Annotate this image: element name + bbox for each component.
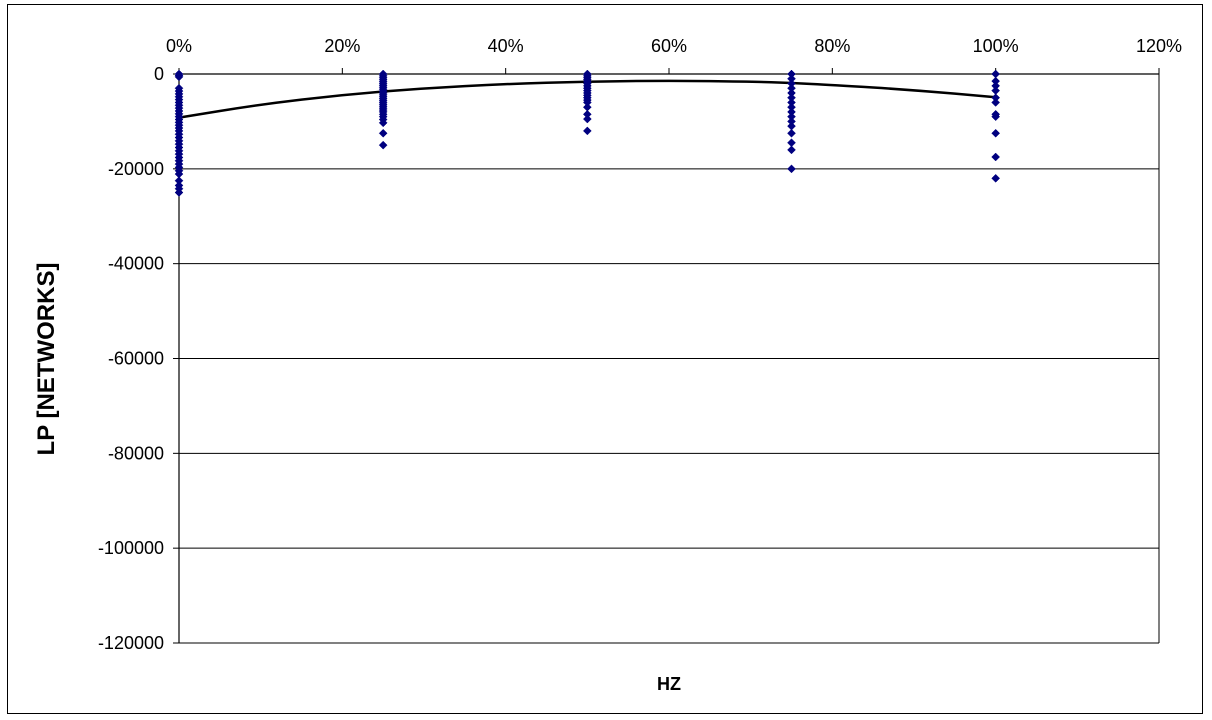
- data-point: [991, 152, 1001, 162]
- y-tick-label: -60000: [108, 349, 164, 369]
- data-point: [991, 112, 1001, 122]
- x-tick-label: 20%: [324, 36, 360, 56]
- y-axis-ticks: 0 -20000 -40000 -60000 -80000 -100000 -120000: [98, 64, 179, 653]
- data-point: [174, 72, 184, 82]
- data-point: [378, 128, 388, 138]
- x-tick-label: 80%: [814, 36, 850, 56]
- data-points: [174, 69, 1001, 197]
- x-axis-label: HZ: [657, 674, 681, 694]
- data-point: [991, 128, 1001, 138]
- y-tick-label: -100000: [98, 538, 164, 558]
- trendline-group: [178, 79, 996, 119]
- y-axis-label: LP [NETWORKS]: [33, 263, 60, 456]
- y-tick-label: -40000: [108, 254, 164, 274]
- data-point: [174, 188, 184, 197]
- y-tick-label: -20000: [108, 159, 164, 179]
- data-point: [787, 164, 796, 174]
- data-point: [378, 140, 388, 150]
- data-point: [582, 114, 592, 124]
- x-tick-label: 100%: [973, 36, 1019, 56]
- data-point: [378, 118, 388, 128]
- data-point: [991, 173, 1001, 183]
- data-point: [991, 98, 1001, 107]
- x-tick-label: 40%: [488, 36, 524, 56]
- x-axis-ticks: 0% 20% 40% 60% 80% 100% 120%: [166, 36, 1182, 74]
- data-point: [787, 145, 796, 155]
- x-tick-label: 60%: [651, 36, 687, 56]
- x-tick-label: 120%: [1136, 36, 1182, 56]
- data-point: [787, 128, 796, 138]
- trendline: [178, 79, 996, 119]
- y-tick-label: -120000: [98, 633, 164, 653]
- x-tick-label: 0%: [166, 36, 192, 56]
- data-point: [582, 126, 592, 136]
- gridlines: [179, 168, 1159, 644]
- y-tick-label: -80000: [108, 443, 164, 463]
- y-tick-label: 0: [154, 64, 164, 84]
